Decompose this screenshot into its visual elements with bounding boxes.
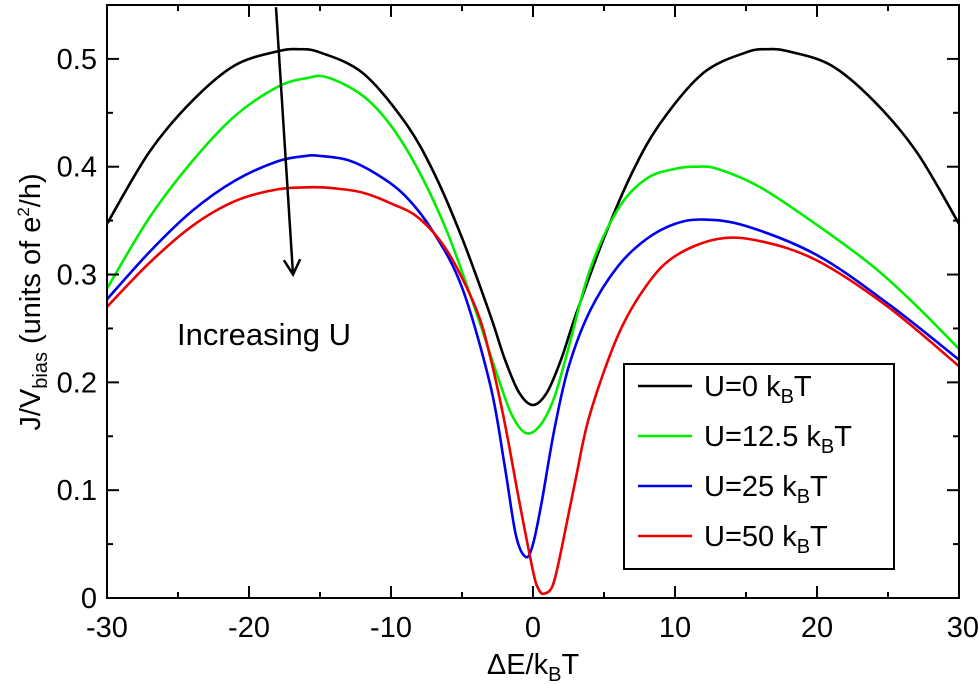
legend-label-sub: B (821, 436, 834, 458)
titles-layer: ΔE/kBT J/Vbias (units of e2/h) (14, 173, 579, 684)
y-tick-label: 0 (81, 583, 97, 615)
x-tick-label: 30 (947, 612, 979, 644)
legend-label-tail: T (810, 521, 828, 553)
y-axis-title-tail: /h) (15, 173, 47, 207)
legend-label-main: U=12.5 k (704, 421, 821, 453)
annotation-layer: Increasing U (177, 7, 351, 352)
x-tick-label: 20 (801, 612, 833, 644)
legend-label-2: U=25 kBT (704, 471, 828, 508)
y-tick-label: 0.1 (57, 475, 97, 507)
legend-label-main: U=50 k (704, 521, 797, 553)
legend-label-tail: T (810, 471, 828, 503)
legend-label-tail: T (834, 421, 852, 453)
legend-label-main: U=25 k (704, 471, 797, 503)
legend-label-tail: T (794, 371, 812, 403)
series-line-2 (106, 154, 960, 559)
y-tick-label: 0.2 (57, 367, 97, 399)
legend-label-1: U=12.5 kBT (704, 421, 852, 458)
y-axis-title-main: J/V (15, 388, 47, 431)
legend-label-sub: B (797, 536, 810, 558)
y-axis-title-sub: bias (30, 352, 52, 389)
x-axis-title: ΔE/kBT (487, 649, 580, 684)
x-tick-label: 10 (659, 612, 691, 644)
annotation-arrow-shaft (274, 7, 295, 275)
x-tick-label: 0 (525, 612, 541, 644)
x-axis-title-main: ΔE/k (487, 649, 549, 681)
y-tick-label: 0.5 (57, 44, 97, 76)
x-axis-title-tail: T (561, 649, 579, 681)
series-line-3 (106, 185, 960, 596)
legend-label-sub: B (797, 486, 810, 508)
y-tick-label: 0.3 (57, 260, 97, 292)
x-tick-label: -10 (370, 612, 412, 644)
x-tick-label: -20 (228, 612, 270, 644)
y-axis-title-mid: (units of e (15, 217, 47, 352)
series-layer (105, 47, 961, 596)
legend-label-sub: B (781, 386, 794, 408)
x-axis-title-sub: B (548, 664, 561, 684)
legend-label-3: U=50 kBT (704, 521, 828, 558)
ticks-layer: -30 -20 -10 0 10 20 30 0 0.1 0.2 0.3 0.4 0.5 (57, 4, 979, 644)
y-axis-title: J/Vbias (units of e2/h) (14, 173, 52, 430)
x-tick-label: -30 (86, 612, 128, 644)
y-tick-label: 0.4 (57, 152, 97, 184)
legend-label-main: U=0 k (704, 371, 781, 403)
y-axis-title-sup: 2 (14, 207, 33, 216)
annotation-text: Increasing U (177, 317, 351, 352)
series-line-0 (105, 47, 961, 407)
series-line-1 (105, 74, 960, 435)
legend-label-0: U=0 kBT (704, 371, 812, 408)
annotation-arrow-head (282, 258, 302, 278)
